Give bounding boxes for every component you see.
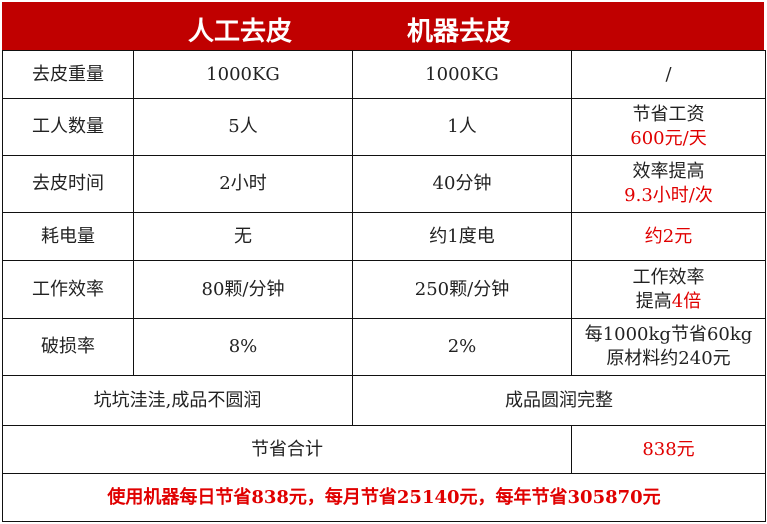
row-label: 耗电量 [2, 212, 134, 261]
row-label: 去皮重量 [2, 50, 134, 99]
table-row: 节省合计 838元 [2, 425, 766, 474]
quality-machine: 成品圆润完整 [352, 375, 766, 426]
quality-manual: 坑坑洼洼,成品不圆润 [2, 375, 353, 426]
manual-value: 无 [133, 212, 353, 261]
header-machine: 机器去皮 [407, 17, 512, 47]
manual-value: 2小时 [133, 155, 353, 213]
note: 节省工资 600元/天 [571, 98, 766, 156]
table-row: 工人数量 5人 1人 节省工资 600元/天 [2, 98, 766, 156]
note-text: 效率提高 [632, 161, 705, 182]
machine-value: 1人 [352, 98, 572, 156]
note: 效率提高 9.3小时/次 [571, 155, 766, 213]
machine-value: 250颗/分钟 [352, 260, 572, 319]
note-text: 工作效率 [632, 266, 705, 288]
machine-value: 2% [352, 318, 572, 376]
note-text: 每1000kg节省60kg [584, 324, 753, 345]
machine-value: 40分钟 [352, 155, 572, 213]
header-manual: 人工去皮 [188, 17, 293, 47]
total-value: 838元 [571, 425, 766, 474]
note-text: 节省工资 [632, 104, 705, 125]
table-row: 耗电量 无 约1度电 约2元 [2, 212, 766, 261]
note-text: 原材料约240元 [606, 348, 731, 369]
machine-value: 约1度电 [352, 212, 572, 261]
note: 每1000kg节省60kg 原材料约240元 [571, 318, 766, 376]
table-row: 工作效率 80颗/分钟 250颗/分钟 工作效率 提高4倍 [2, 260, 766, 319]
total-label: 节省合计 [2, 425, 572, 474]
row-label: 破损率 [2, 318, 134, 376]
summary-footer: 使用机器每日节省838元，每月节省25140元，每年节省305870元 [2, 473, 766, 522]
manual-value: 80颗/分钟 [133, 260, 353, 319]
table-row: 破损率 8% 2% 每1000kg节省60kg 原材料约240元 [2, 318, 766, 376]
note-highlight: 约2元 [571, 212, 766, 261]
manual-value: 1000KG [133, 50, 353, 99]
table-header: 人工去皮 机器去皮 [2, 2, 764, 50]
comparison-table: 去皮重量 1000KG 1000KG / 工人数量 5人 1人 节省工资 600元… [2, 50, 766, 522]
row-label: 工人数量 [2, 98, 134, 156]
note-text: 提高 [635, 290, 672, 312]
note: / [571, 50, 766, 99]
note-highlight: 600元/天 [630, 128, 707, 149]
note: 工作效率 提高4倍 [571, 260, 766, 319]
machine-value: 1000KG [352, 50, 572, 99]
table-row: 去皮重量 1000KG 1000KG / [2, 50, 766, 99]
note-highlight: 9.3小时/次 [624, 185, 713, 206]
table-row: 坑坑洼洼,成品不圆润 成品圆润完整 [2, 375, 766, 426]
manual-value: 5人 [133, 98, 353, 156]
manual-value: 8% [133, 318, 353, 376]
row-label: 工作效率 [2, 260, 134, 319]
table-row: 使用机器每日节省838元，每月节省25140元，每年节省305870元 [2, 473, 766, 522]
row-label: 去皮时间 [2, 155, 134, 213]
table-row: 去皮时间 2小时 40分钟 效率提高 9.3小时/次 [2, 155, 766, 213]
note-highlight: 4倍 [671, 290, 702, 312]
